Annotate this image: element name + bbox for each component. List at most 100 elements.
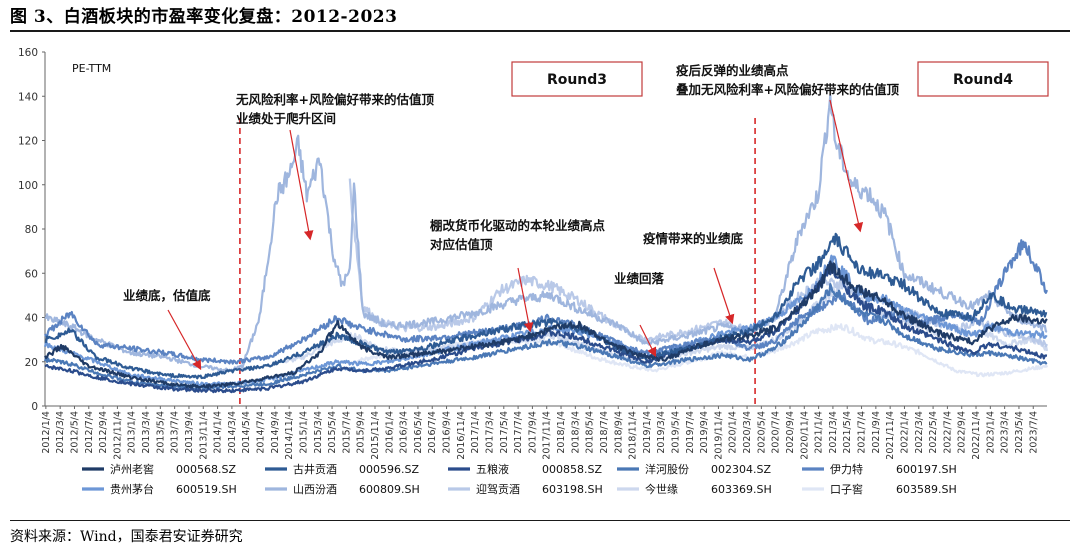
x-tick-label: 2023/5/4: [1014, 411, 1025, 454]
x-tick-label: 2016/1/4: [384, 411, 395, 454]
x-tick-label: 2021/11/4: [885, 411, 896, 460]
series-line: [44, 262, 1048, 394]
x-tick-label: 2018/3/4: [570, 411, 581, 454]
x-tick-label: 2022/7/4: [942, 411, 953, 454]
source-rule: [10, 520, 1070, 521]
x-tick-label: 2015/11/4: [370, 411, 381, 460]
x-tick-label: 2017/1/4: [470, 411, 481, 454]
legend-name: 口子窖: [830, 482, 863, 496]
x-tick-label: 2012/5/4: [69, 411, 80, 454]
x-tick-label: 2017/5/4: [499, 411, 510, 454]
x-tick-label: 2016/5/4: [413, 411, 424, 454]
x-tick-label: 2021/1/4: [814, 411, 825, 454]
x-tick-label: 2015/1/4: [298, 411, 309, 454]
annotation-arrows: [167, 99, 864, 371]
x-tick-label: 2012/9/4: [98, 411, 109, 454]
x-tick-label: 2019/1/4: [642, 411, 653, 454]
x-tick-label: 2023/1/4: [985, 411, 996, 454]
x-tick-label: 2021/7/4: [857, 411, 868, 454]
x-tick-label: 2017/3/4: [484, 411, 495, 454]
title-rule: [10, 30, 1070, 32]
legend-name: 贵州茅台: [110, 482, 154, 496]
legend-code: 600197.SH: [896, 463, 957, 476]
legend-name: 泸州老窖: [110, 462, 154, 476]
x-tick-label: 2018/9/4: [613, 411, 624, 454]
legend-code: 603198.SH: [542, 483, 603, 496]
x-tick-label: 2018/7/4: [599, 411, 610, 454]
x-tick-label: 2018/1/4: [556, 411, 567, 454]
x-tick-label: 2019/5/4: [671, 411, 682, 454]
source-note: 资料来源：Wind，国泰君安证券研究: [10, 529, 243, 545]
x-tick-label: 2020/9/4: [785, 411, 796, 454]
annotation-arrow: [713, 267, 735, 325]
y-tick-label: 0: [31, 401, 38, 413]
x-tick-label: 2022/1/4: [899, 411, 910, 454]
x-tick-label: 2014/11/4: [284, 411, 295, 460]
y-tick-label: 20: [25, 357, 38, 369]
annotation-text: 对应估值顶: [430, 237, 493, 252]
x-tick-label: 2017/7/4: [513, 411, 524, 454]
y-tick-label: 140: [18, 91, 38, 103]
legend-name: 伊力特: [830, 462, 863, 476]
x-tick-label: 2022/5/4: [928, 411, 939, 454]
annotation-text: 棚改货币化驱动的本轮业绩高点: [430, 218, 606, 233]
x-tick-label: 2023/3/4: [1000, 411, 1011, 454]
x-tick-label: 2020/5/4: [756, 411, 767, 454]
legend-name: 今世缘: [645, 482, 678, 496]
x-tick-label: 2018/5/4: [585, 411, 596, 454]
round-box: [511, 61, 643, 97]
legend-code: 600809.SH: [359, 483, 420, 496]
y-axis-unit-label: PE-TTM: [72, 62, 111, 75]
legend-code: 000596.SZ: [359, 463, 419, 476]
legend-name: 迎驾贡酒: [476, 483, 520, 496]
x-tick-label: 2014/9/4: [270, 411, 281, 454]
x-tick-label: 2020/3/4: [742, 411, 753, 454]
annotation-text: 业绩底，估值底: [123, 288, 211, 303]
annotation-text: 业绩处于爬升区间: [236, 111, 336, 126]
x-tick-label: 2013/9/4: [184, 411, 195, 454]
x-tick-label: 2016/3/4: [399, 411, 410, 454]
x-tick-label: 2020/11/4: [799, 411, 810, 460]
x-tick-label: 2016/7/4: [427, 411, 438, 454]
y-tick-label: 120: [18, 136, 38, 148]
legend-code: 000568.SZ: [176, 463, 236, 476]
annotation-text: 叠加无风险利率+风险偏好带来的估值顶: [676, 82, 899, 97]
series-line: [44, 260, 1048, 389]
x-tick-label: 2012/11/4: [112, 411, 123, 460]
y-tick-label: 160: [18, 47, 38, 59]
x-tick-label: 2019/3/4: [656, 411, 667, 454]
x-tick-label: 2013/3/4: [141, 411, 152, 454]
legend-code: 603369.SH: [711, 483, 772, 496]
legend-name: 洋河股份: [645, 462, 689, 476]
round-box: [917, 61, 1049, 97]
x-tick-label: 2023/7/4: [1028, 411, 1039, 454]
y-tick-label: 60: [25, 268, 38, 280]
annotation-text: 无风险利率+风险偏好带来的估值顶: [235, 92, 434, 107]
y-tick-label: 40: [25, 313, 38, 325]
legend-code: 002304.SZ: [711, 463, 771, 476]
x-tick-label: 2013/5/4: [155, 411, 166, 454]
x-tick-label: 2017/11/4: [542, 411, 553, 460]
x-tick-label: 2021/3/4: [828, 411, 839, 454]
x-tick-label: 2020/7/4: [771, 411, 782, 454]
x-tick-label: 2022/3/4: [914, 411, 925, 454]
x-tick-label: 2015/5/4: [327, 411, 338, 454]
legend-code: 000858.SZ: [542, 463, 602, 476]
annotation-arrow: [167, 309, 202, 371]
x-tick-label: 2022/9/4: [957, 411, 968, 454]
legend-code: 603589.SH: [896, 483, 957, 496]
round-label: Round3: [547, 72, 607, 88]
x-tick-label: 2019/7/4: [685, 411, 696, 454]
x-tick-label: 2012/3/4: [55, 411, 66, 454]
x-tick-label: 2021/9/4: [871, 411, 882, 454]
legend-name: 山西汾酒: [293, 483, 337, 496]
y-tick-label: 100: [18, 180, 38, 192]
chart-labels: 业绩底，估值底 无风险利率+风险偏好带来的估值顶业绩处于爬升区间棚改货币化驱动的本…: [123, 61, 1049, 303]
x-tick-label: 2015/9/4: [356, 411, 367, 454]
x-tick-label: 2013/1/4: [127, 411, 138, 454]
x-tick-label: 2012/1/4: [41, 411, 52, 454]
x-tick-label: 2016/9/4: [442, 411, 453, 454]
legend-name: 古井贡酒: [293, 462, 337, 476]
